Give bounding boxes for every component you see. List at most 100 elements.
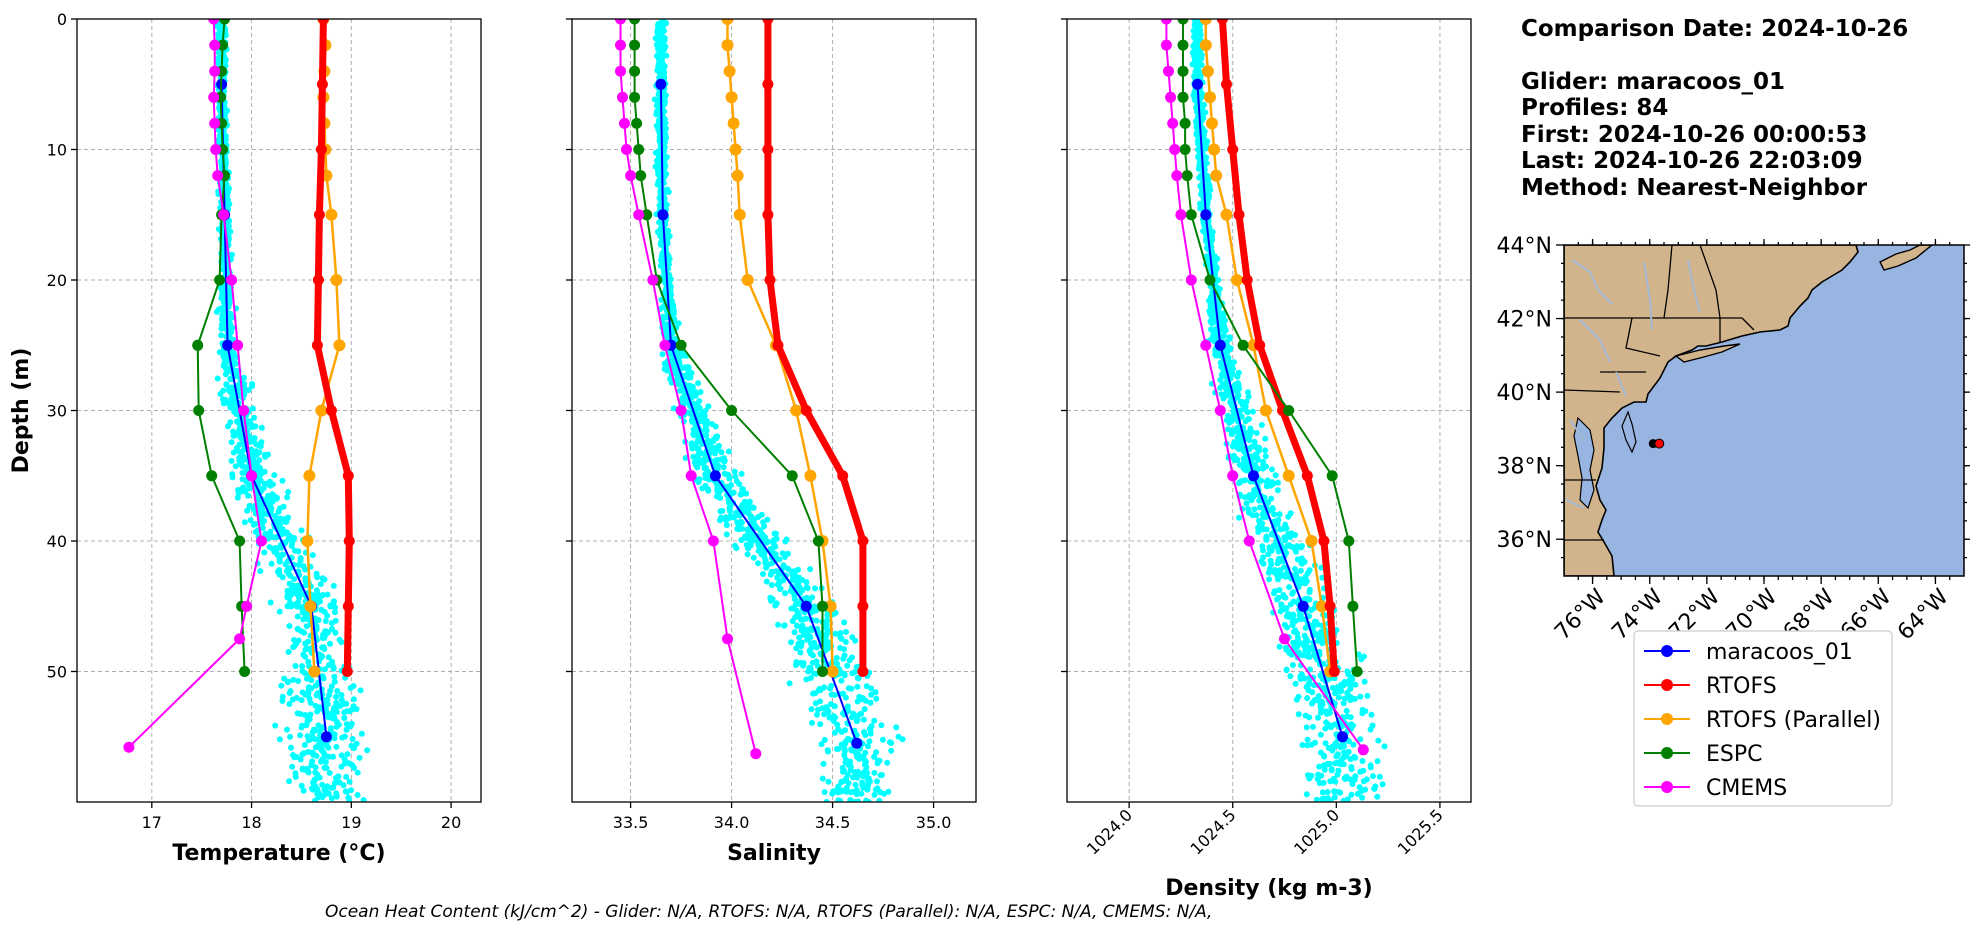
scatter-point <box>810 690 817 697</box>
scatter-point <box>344 708 351 715</box>
scatter-point <box>793 645 800 652</box>
scatter-point <box>300 787 307 794</box>
scatter-point <box>241 519 248 526</box>
scatter-point <box>1331 794 1338 801</box>
legend-label: CMEMS <box>1706 776 1787 801</box>
series-point-rtofs-parallel <box>325 208 338 221</box>
scatter-point <box>1340 700 1347 707</box>
scatter-point <box>832 630 839 637</box>
scatter-point <box>1318 628 1325 635</box>
series-point-cmems <box>617 91 628 103</box>
scatter-point <box>305 658 312 665</box>
y-tick-label: 10 <box>47 141 67 160</box>
scatter-point <box>835 726 842 733</box>
scatter-point <box>324 591 331 598</box>
scatter-point <box>347 685 354 691</box>
scatter-point <box>1235 380 1241 387</box>
series-point-cmems <box>1357 744 1369 756</box>
legend-item-rtofs: RTOFS <box>1644 674 1777 699</box>
series-point-rtofs-parallel <box>1199 19 1212 25</box>
series-point-espc <box>629 65 641 77</box>
series-point-cmems <box>621 144 632 155</box>
scatter-point <box>843 788 850 795</box>
scatter-point <box>1337 682 1344 688</box>
scatter-point <box>1281 621 1288 628</box>
series-point-cmems <box>234 633 246 645</box>
scatter-point <box>285 489 292 495</box>
series-point-espc <box>214 274 226 286</box>
scatter-point <box>705 403 712 410</box>
scatter-point <box>1311 629 1318 636</box>
scatter-point <box>1342 776 1349 782</box>
scatter-point <box>797 649 804 656</box>
x-tick-label: 34.5 <box>815 813 851 832</box>
scatter-point <box>278 544 285 551</box>
scatter-point <box>1304 736 1311 743</box>
x-axis-label: Density (kg m-3) <box>1165 876 1373 901</box>
series-point-rtofs-parallel <box>1204 91 1216 104</box>
scatter-point <box>835 783 842 790</box>
scatter-point <box>230 428 237 435</box>
scatter-point <box>654 67 661 74</box>
scatter-point <box>828 682 835 689</box>
scatter-point <box>242 488 249 495</box>
scatter-point <box>1349 781 1356 788</box>
scatter-point <box>1306 586 1313 593</box>
series-point-rtofs <box>1254 339 1266 351</box>
series-point-maracoos-01 <box>1297 600 1309 612</box>
scatter-point <box>218 332 225 339</box>
series-point-rtofs-parallel <box>301 535 314 547</box>
series-point-espc <box>812 535 824 547</box>
scatter-point <box>349 762 356 769</box>
scatter-point <box>743 502 749 509</box>
scatter-point <box>808 706 815 713</box>
scatter-point <box>304 765 311 772</box>
scatter-point <box>830 718 837 724</box>
scatter-point <box>286 690 293 696</box>
scatter-point <box>1361 678 1368 685</box>
scatter-point <box>723 522 730 529</box>
scatter-point <box>233 445 240 451</box>
scatter-point <box>268 560 275 567</box>
scatter-point <box>722 471 729 477</box>
series-point-rtofs-parallel <box>1206 117 1218 130</box>
state-borders <box>1564 245 1755 541</box>
scatter-point <box>697 459 704 466</box>
series-line-maracoos-01 <box>1196 84 1344 738</box>
scatter-point <box>655 117 662 124</box>
scatter-point <box>343 700 350 707</box>
scatter-point <box>333 775 339 781</box>
legend-item-maracoos-01: maracoos_01 <box>1644 640 1853 665</box>
scatter-point <box>662 133 669 140</box>
scatter-point <box>314 590 321 597</box>
scatter-point <box>771 530 778 537</box>
scatter-point <box>224 366 231 373</box>
scatter-point <box>854 774 861 781</box>
scatter-point <box>1256 517 1262 524</box>
scatter-point <box>1191 19 1198 22</box>
scatter-point <box>1296 649 1302 656</box>
series-point-maracoos-01 <box>1214 339 1226 351</box>
scatter-point <box>809 719 815 726</box>
scatter-point <box>1302 574 1309 580</box>
scatter-point <box>255 442 262 449</box>
scatter-point <box>285 649 292 655</box>
series-cmems <box>1160 19 1369 756</box>
scatter-point <box>1269 505 1276 511</box>
long-island <box>1674 343 1741 363</box>
series-point-rtofs <box>762 209 774 221</box>
scatter-point <box>817 698 824 705</box>
delaware-bay <box>1621 410 1637 454</box>
scatter-point <box>272 517 279 524</box>
scatter-point <box>1226 419 1233 426</box>
scatter-point <box>1195 21 1202 28</box>
scatter-point <box>1260 458 1267 465</box>
scatter-point <box>807 566 814 573</box>
scatter-point <box>653 122 660 129</box>
x-tick-label: 35.0 <box>916 813 952 832</box>
scatter-point <box>1251 438 1258 445</box>
scatter-point <box>1274 596 1281 603</box>
scatter-point <box>319 592 326 598</box>
scatter-point <box>284 494 291 501</box>
